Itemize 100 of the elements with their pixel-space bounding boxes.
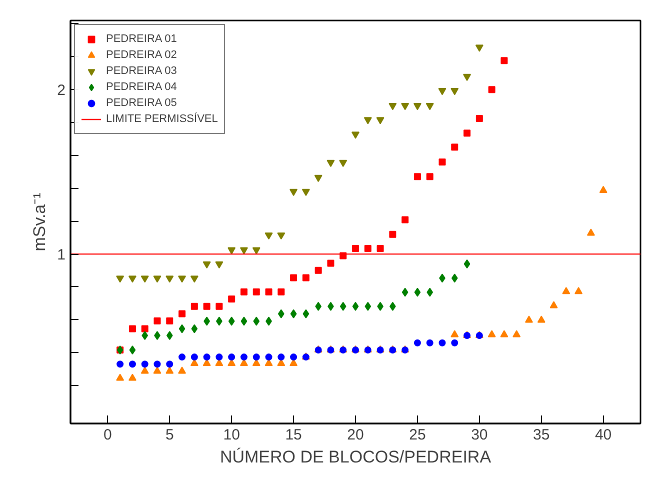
point — [376, 117, 384, 124]
point — [190, 354, 198, 361]
point — [154, 317, 161, 324]
x-tick-label: 0 — [104, 426, 112, 444]
point — [413, 103, 422, 110]
point — [464, 130, 471, 137]
point — [476, 115, 483, 122]
point — [450, 330, 459, 338]
point — [352, 244, 359, 252]
legend-label: PEDREIRA 01 — [106, 32, 177, 47]
x-axis-title: NÚMERO DE BLOCOS/PEDREIRA — [220, 448, 492, 466]
point — [166, 317, 174, 324]
point — [451, 144, 458, 151]
point — [524, 316, 533, 323]
point — [500, 57, 508, 64]
point — [153, 366, 162, 374]
point — [438, 158, 446, 166]
point — [290, 274, 298, 282]
point — [278, 288, 285, 296]
point — [327, 260, 334, 267]
point — [414, 339, 421, 346]
x-tick-label: 20 — [347, 426, 364, 444]
point — [388, 103, 397, 110]
point — [166, 360, 174, 368]
point — [252, 354, 260, 361]
point — [116, 374, 124, 381]
point — [253, 316, 260, 326]
point — [141, 360, 148, 368]
point — [240, 316, 248, 326]
point — [438, 88, 446, 96]
point — [290, 188, 298, 196]
point — [166, 366, 174, 374]
point — [488, 330, 496, 338]
point — [190, 276, 198, 283]
point — [475, 44, 484, 52]
x-tick-label: 5 — [165, 426, 174, 444]
point — [302, 309, 310, 318]
point — [278, 354, 285, 361]
point — [562, 287, 570, 294]
point — [252, 247, 260, 254]
point — [128, 325, 136, 332]
point — [426, 288, 434, 297]
point — [203, 302, 210, 310]
point — [290, 354, 298, 361]
point — [290, 309, 297, 318]
point — [364, 117, 372, 124]
x-tick-label: 35 — [533, 426, 550, 444]
point — [116, 360, 124, 368]
point — [402, 216, 409, 224]
y-tick-label: 1 — [57, 246, 66, 264]
point — [438, 339, 446, 346]
point — [178, 366, 186, 374]
point — [574, 287, 583, 294]
point — [128, 276, 136, 283]
point — [550, 301, 558, 308]
point — [166, 331, 173, 340]
point — [302, 188, 310, 196]
point — [178, 354, 186, 361]
legend-label: PEDREIRA 04 — [106, 80, 177, 95]
point — [128, 374, 136, 381]
point — [389, 230, 396, 238]
point — [240, 288, 248, 296]
point — [352, 302, 359, 311]
point — [141, 325, 148, 332]
point — [154, 360, 161, 368]
point — [402, 288, 408, 297]
point — [140, 276, 149, 283]
point — [178, 324, 186, 334]
point — [129, 345, 136, 354]
point — [240, 354, 248, 361]
point — [228, 316, 235, 326]
legend-label: PEDREIRA 02 — [106, 48, 177, 63]
point — [202, 261, 211, 268]
point — [178, 310, 186, 318]
point — [216, 354, 223, 361]
point — [426, 103, 434, 110]
point — [451, 339, 458, 346]
point — [216, 302, 223, 310]
point — [128, 360, 136, 368]
point — [340, 302, 346, 311]
point — [463, 74, 472, 81]
legend-label: LIMITE PERMISSÍVEL — [106, 112, 218, 127]
point — [203, 354, 210, 361]
point — [228, 354, 236, 361]
point — [191, 324, 198, 334]
x-tick-label: 10 — [223, 426, 240, 444]
point — [451, 274, 458, 283]
x-tick-label: 40 — [594, 426, 612, 444]
point — [265, 354, 272, 361]
y-tick-label: 2 — [57, 82, 66, 100]
point — [228, 247, 236, 254]
point — [265, 288, 272, 296]
point — [314, 266, 322, 274]
point — [500, 330, 508, 338]
point — [178, 276, 186, 283]
x-tick-label: 15 — [285, 426, 302, 444]
point — [302, 274, 310, 282]
point — [586, 228, 595, 236]
point — [376, 244, 384, 252]
point — [464, 259, 470, 268]
